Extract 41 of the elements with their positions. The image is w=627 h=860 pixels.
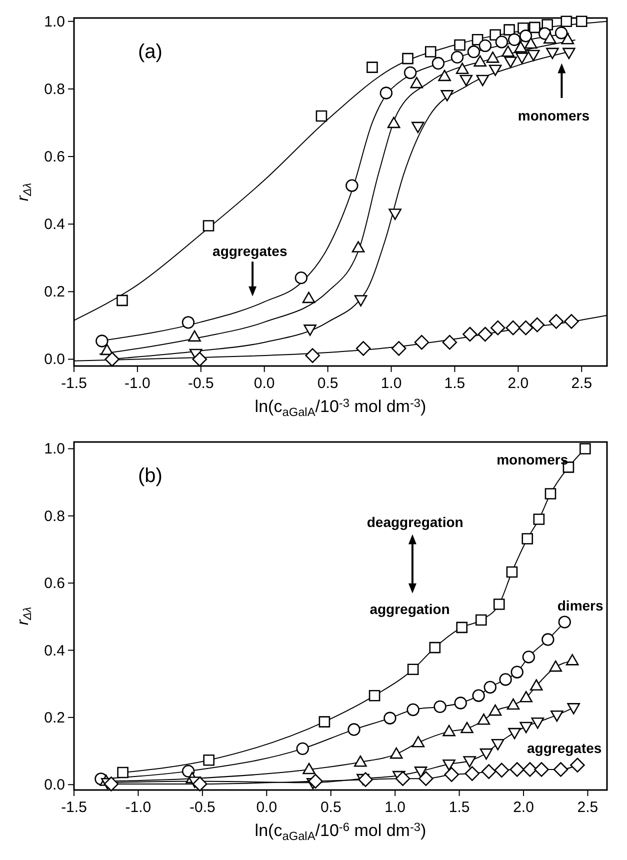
x-tick-label: 0.0	[256, 799, 278, 816]
x-tick-label: 1.0	[380, 375, 402, 392]
y-tick-label: 0.8	[44, 80, 65, 98]
x-tick-label: -1.5	[61, 799, 87, 816]
x-tick-label: -0.5	[188, 375, 214, 392]
y-tick-label: 0.2	[44, 709, 65, 726]
x-tick-label: 1.0	[384, 799, 406, 816]
y-tick-label: 0.2	[44, 284, 65, 301]
y-tick-label: 0.6	[44, 575, 65, 592]
x-tick-label: -1.0	[125, 799, 152, 816]
x-tick-label: 2.0	[508, 375, 529, 392]
x-axis-title: ln(c$_{aGalA}$/10$^{-3}$ mol dm$^{-3}$)	[254, 396, 426, 419]
annotation: deaggregation	[366, 514, 464, 530]
x-tick-label: 2.5	[571, 375, 592, 392]
y-tick-label: 0.8	[44, 508, 65, 525]
x-tick-label: 1.5	[448, 799, 470, 816]
y-tick-label: 0.4	[44, 642, 65, 660]
x-tick-label: 2.5	[577, 799, 598, 816]
annotation: aggregation	[370, 601, 450, 618]
x-tick-label: 1.5	[444, 375, 466, 392]
x-tick-label: -1.5	[61, 375, 87, 392]
x-tick-label: -0.5	[190, 799, 216, 816]
annotation: monomers	[518, 107, 590, 124]
x-tick-label: 0.5	[320, 799, 342, 816]
x-axis-title: ln(c$_{aGalA}$/10$^{-6}$ mol dm$^{-3}$)	[254, 820, 426, 843]
x-tick-label: 2.0	[513, 799, 534, 816]
y-tick-label: 0.4	[44, 216, 65, 234]
x-tick-label: 0.0	[254, 375, 275, 392]
x-tick-label: -1.0	[124, 375, 150, 392]
y-tick-label: 0.6	[44, 148, 65, 166]
annotation: aggregates	[212, 243, 288, 260]
annotation: dimers	[557, 598, 604, 614]
annotation: aggregates	[527, 740, 602, 756]
y-tick-label: 0.0	[44, 776, 65, 794]
y-tick-label: 1.0	[44, 13, 65, 30]
y-tick-label: 1.0	[44, 440, 65, 458]
x-tick-label: 0.5	[317, 375, 338, 392]
annotation: monomers	[496, 451, 568, 468]
y-tick-label: 0.0	[44, 351, 65, 368]
annotation: (a)	[138, 40, 162, 63]
annotation: (b)	[138, 464, 162, 487]
